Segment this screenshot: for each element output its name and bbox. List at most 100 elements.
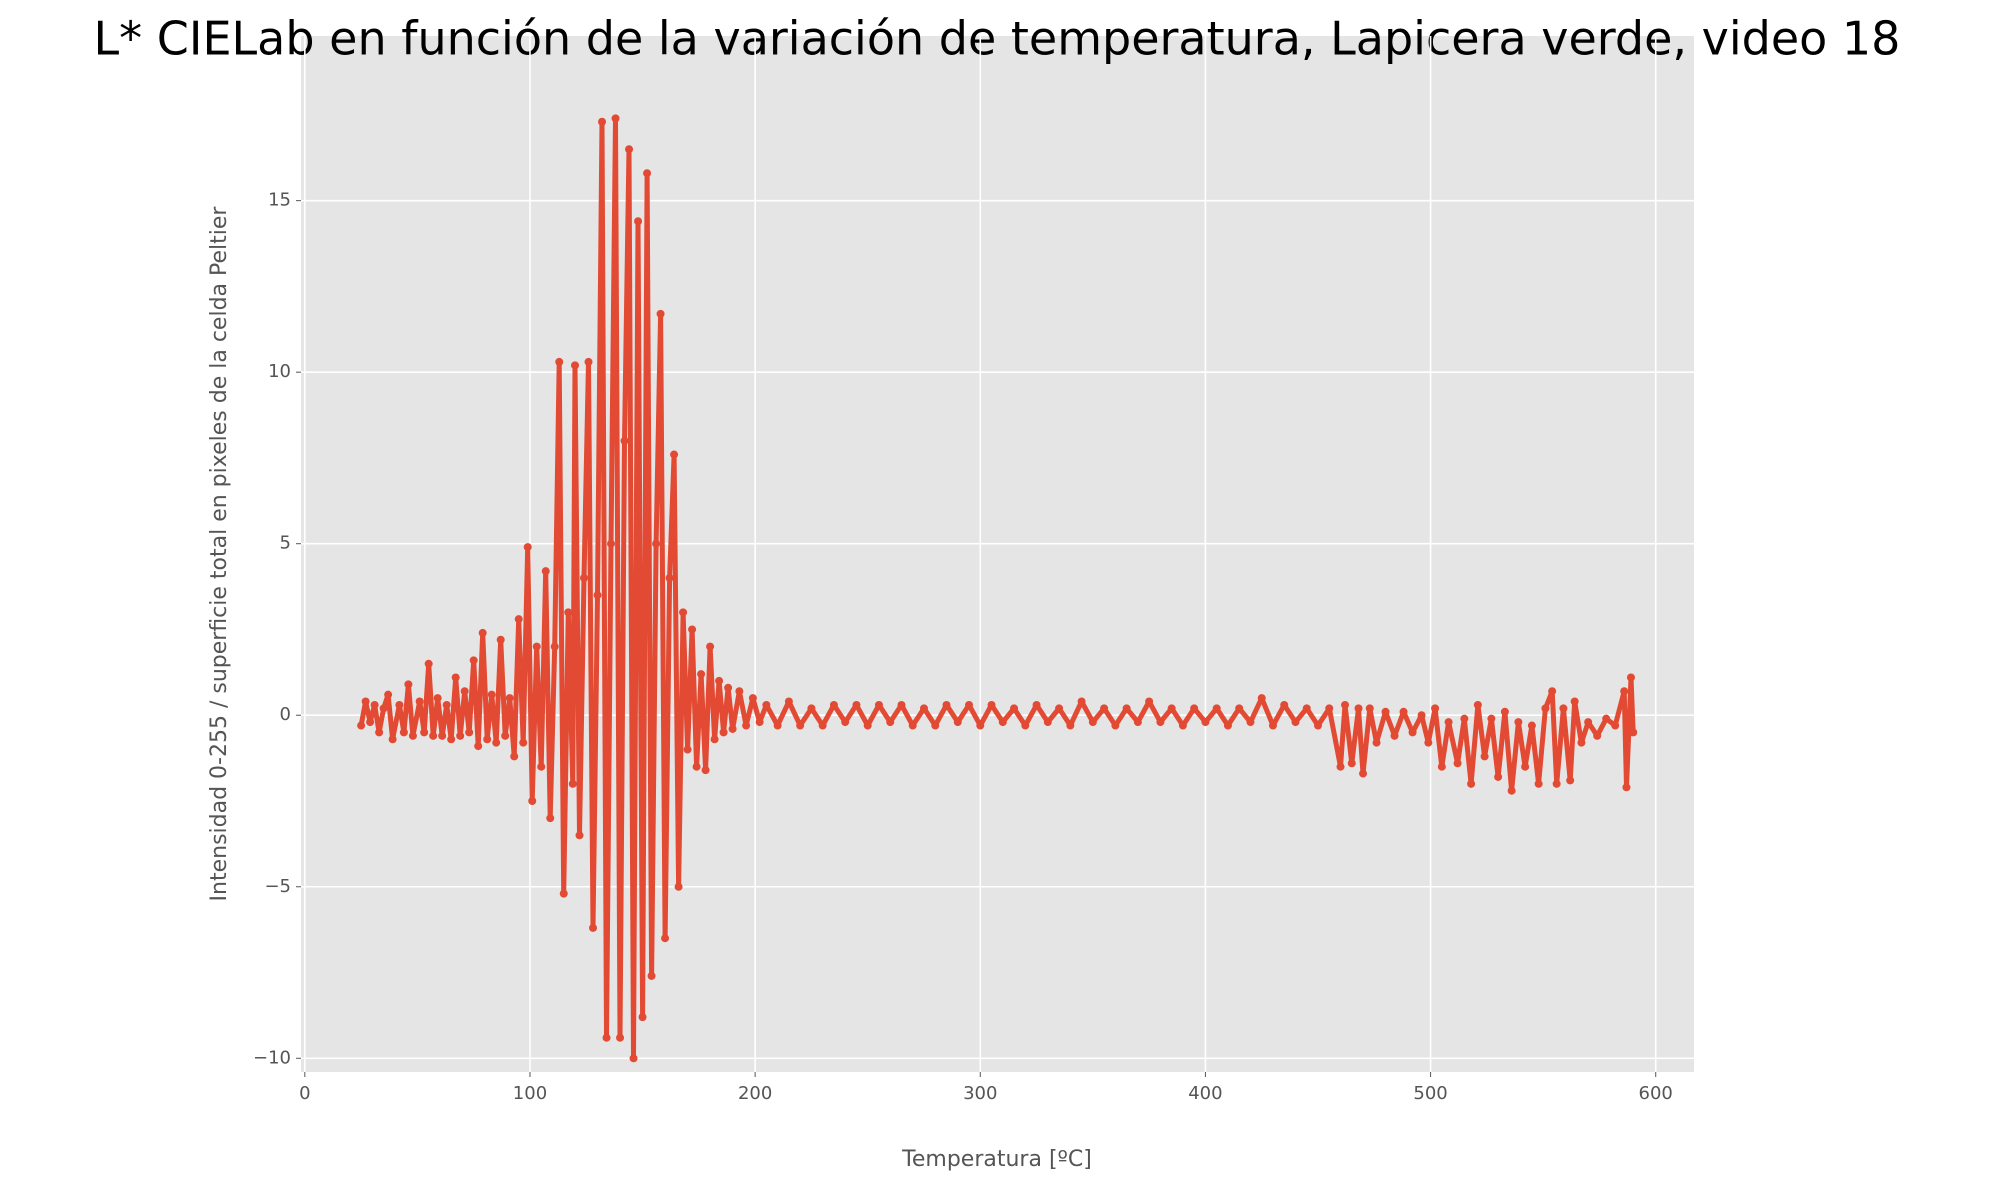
data-point <box>611 114 620 123</box>
data-point <box>1622 783 1631 792</box>
data-point <box>661 934 670 943</box>
data-point <box>728 724 737 733</box>
data-point <box>451 673 460 682</box>
data-point <box>1460 714 1469 723</box>
data-point <box>456 731 465 740</box>
data-point <box>1424 738 1433 747</box>
data-point <box>465 728 474 737</box>
data-point <box>602 1033 611 1042</box>
data-point <box>773 721 782 730</box>
data-point <box>679 608 688 617</box>
data-point <box>629 1054 638 1063</box>
data-point <box>1527 721 1536 730</box>
data-point <box>1584 718 1593 727</box>
data-point <box>1156 718 1165 727</box>
data-point <box>1552 779 1561 788</box>
data-point <box>505 694 514 703</box>
data-point <box>1566 776 1575 785</box>
data-point <box>908 721 917 730</box>
data-point <box>841 718 850 727</box>
data-point <box>1534 779 1543 788</box>
data-point <box>379 704 388 713</box>
data-point <box>1325 704 1334 713</box>
data-point <box>1257 694 1266 703</box>
data-point <box>1133 718 1142 727</box>
data-point <box>474 742 483 751</box>
x-tick-label: 400 <box>1188 1083 1222 1104</box>
x-tick-label: 500 <box>1413 1083 1447 1104</box>
data-point <box>886 718 895 727</box>
data-point <box>568 779 577 788</box>
plot-area <box>301 36 1694 1072</box>
data-point <box>550 642 559 651</box>
data-point <box>1437 762 1446 771</box>
data-point <box>1408 728 1417 737</box>
data-point <box>1611 721 1620 730</box>
data-point <box>1314 721 1323 730</box>
data-point <box>532 642 541 651</box>
data-point <box>818 721 827 730</box>
data-point <box>1467 779 1476 788</box>
data-point <box>584 357 593 366</box>
data-point <box>724 683 733 692</box>
data-point <box>478 628 487 637</box>
data-point <box>1626 673 1635 682</box>
data-point <box>384 690 393 699</box>
data-point <box>1514 718 1523 727</box>
data-point <box>501 731 510 740</box>
data-point <box>1548 687 1557 696</box>
data-point <box>987 700 996 709</box>
data-point <box>634 217 643 226</box>
data-point <box>559 889 568 898</box>
data-point <box>361 697 370 706</box>
data-point <box>616 1033 625 1042</box>
data-point <box>1359 769 1368 778</box>
data-point <box>1381 707 1390 716</box>
y-tick-label: −5 <box>264 876 291 897</box>
x-tick-label: 300 <box>963 1083 997 1104</box>
data-point <box>1629 728 1638 737</box>
y-tick-label: 5 <box>280 533 291 554</box>
data-point <box>1480 752 1489 761</box>
data-point <box>998 718 1007 727</box>
data-point <box>852 700 861 709</box>
data-point <box>784 697 793 706</box>
data-point <box>519 738 528 747</box>
data-point <box>555 357 564 366</box>
data-point <box>1541 704 1550 713</box>
data-point <box>715 676 724 685</box>
data-point <box>404 680 413 689</box>
data-point <box>647 971 656 980</box>
data-point <box>607 539 616 548</box>
data-point <box>643 169 652 178</box>
data-point <box>1417 711 1426 720</box>
data-point <box>496 635 505 644</box>
data-point <box>429 731 438 740</box>
data-point <box>1487 714 1496 723</box>
data-point <box>1341 700 1350 709</box>
data-point <box>674 882 683 891</box>
data-point <box>1577 738 1586 747</box>
data-point <box>375 728 384 737</box>
data-point <box>1280 700 1289 709</box>
data-point <box>625 145 634 154</box>
data-point <box>564 608 573 617</box>
data-point <box>953 718 962 727</box>
data-point <box>366 718 375 727</box>
data-point <box>1100 704 1109 713</box>
data-point <box>1088 718 1097 727</box>
data-point <box>701 766 710 775</box>
y-tick-label: −10 <box>253 1047 291 1068</box>
x-tick-label: 0 <box>299 1083 310 1104</box>
data-point <box>807 704 816 713</box>
data-point <box>388 735 397 744</box>
x-tick-label: 600 <box>1639 1083 1673 1104</box>
data-point <box>541 567 550 576</box>
data-point <box>1620 687 1629 696</box>
data-point <box>1500 707 1509 716</box>
data-point <box>965 700 974 709</box>
data-point <box>1122 704 1131 713</box>
data-point <box>370 700 379 709</box>
data-point <box>755 718 764 727</box>
